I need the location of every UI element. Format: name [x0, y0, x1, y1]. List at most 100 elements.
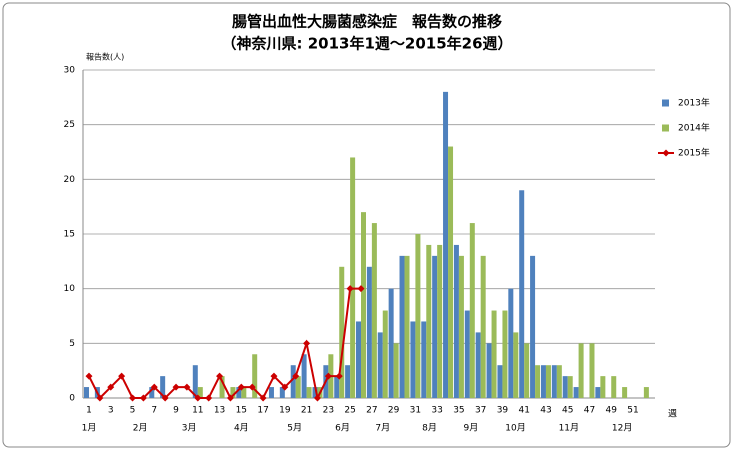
- x-tick-label: 43: [540, 406, 551, 416]
- x-tick-label: 9: [173, 406, 179, 416]
- bar: [556, 365, 562, 398]
- bar: [334, 376, 340, 398]
- month-label: 10月: [505, 423, 525, 434]
- x-tick-label: 27: [366, 406, 377, 416]
- bar: [458, 255, 464, 398]
- bar: [350, 157, 356, 398]
- marker: [139, 394, 147, 402]
- x-tick-label: 39: [497, 406, 509, 416]
- bar: [279, 387, 285, 398]
- month-label: 2月: [133, 423, 148, 434]
- marker: [226, 394, 234, 402]
- bar: [377, 332, 383, 398]
- x-axis-label: 週: [668, 409, 677, 420]
- marker: [118, 372, 126, 380]
- bar: [426, 244, 432, 398]
- month-label: 5月: [287, 423, 302, 434]
- bar: [149, 387, 155, 398]
- bar: [545, 365, 551, 398]
- y-tick-label: 5: [69, 339, 75, 349]
- bar: [643, 387, 649, 398]
- bar: [497, 365, 503, 398]
- y-tick-label: 20: [64, 175, 76, 185]
- bar: [393, 343, 399, 398]
- bar: [464, 310, 470, 398]
- month-label: 7月: [375, 423, 390, 434]
- bar: [236, 387, 242, 398]
- bar: [486, 343, 492, 398]
- bar: [356, 321, 361, 398]
- x-tick-label: 19: [279, 406, 291, 416]
- bar: [345, 365, 351, 398]
- x-tick-label: 11: [192, 406, 203, 416]
- legend-label: 2013年: [678, 97, 710, 109]
- bar: [562, 376, 568, 398]
- bar: [611, 376, 617, 398]
- bar: [301, 354, 307, 398]
- marker: [248, 383, 256, 391]
- marker: [281, 383, 289, 391]
- x-tick-label: 3: [108, 406, 114, 416]
- x-tick-label: 1: [86, 406, 92, 416]
- bar: [84, 387, 89, 398]
- x-tick-label: 49: [606, 406, 618, 416]
- bar: [197, 387, 203, 398]
- x-tick-label: 23: [323, 406, 334, 416]
- x-tick-label: 5: [130, 406, 136, 416]
- marker: [270, 372, 278, 380]
- x-tick-label: 33: [431, 406, 442, 416]
- bar: [361, 212, 366, 398]
- bar: [540, 365, 546, 398]
- month-label: 11月: [559, 423, 579, 434]
- bar: [573, 387, 579, 398]
- legend-label: 2015年: [678, 147, 710, 159]
- x-tick-label: 31: [410, 406, 421, 416]
- bar: [578, 343, 584, 398]
- marker: [194, 394, 202, 402]
- bar: [399, 255, 405, 398]
- bar: [551, 365, 557, 398]
- month-label: 9月: [464, 423, 479, 434]
- marker: [161, 394, 169, 402]
- marker: [357, 285, 365, 293]
- marker: [324, 372, 332, 380]
- marker: [205, 394, 213, 402]
- month-label: 12月: [612, 423, 632, 434]
- bar: [513, 332, 519, 398]
- marker: [346, 285, 354, 293]
- month-label: 6月: [335, 423, 350, 434]
- month-label: 1月: [82, 423, 97, 434]
- x-tick-label: 41: [518, 406, 529, 416]
- x-tick-label: 7: [151, 406, 157, 416]
- bar: [508, 288, 514, 398]
- bar: [469, 223, 475, 398]
- bar: [567, 376, 573, 398]
- marker: [216, 372, 224, 380]
- x-tick-label: 45: [562, 406, 573, 416]
- bar: [415, 234, 421, 398]
- bar: [475, 332, 481, 398]
- legend-swatch: [662, 99, 669, 107]
- bar: [421, 321, 427, 398]
- bar: [306, 387, 312, 398]
- y-tick-label: 30: [64, 66, 76, 76]
- bar: [530, 255, 536, 398]
- bar: [382, 310, 388, 398]
- y-axis-label: 報告数(人): [86, 52, 124, 62]
- month-label: 4月: [234, 423, 249, 434]
- bar: [388, 288, 394, 398]
- chart-subtitle: （神奈川県: 2013年1週～2015年26週）: [221, 35, 512, 53]
- bar: [230, 387, 236, 398]
- bar: [371, 223, 377, 398]
- bar: [600, 376, 606, 398]
- x-tick-label: 35: [453, 406, 464, 416]
- legend-swatch: [662, 149, 670, 157]
- marker: [292, 372, 300, 380]
- bar: [312, 387, 318, 398]
- marker: [172, 383, 180, 391]
- y-tick-label: 25: [64, 120, 75, 130]
- bar: [535, 365, 541, 398]
- bar: [622, 387, 628, 398]
